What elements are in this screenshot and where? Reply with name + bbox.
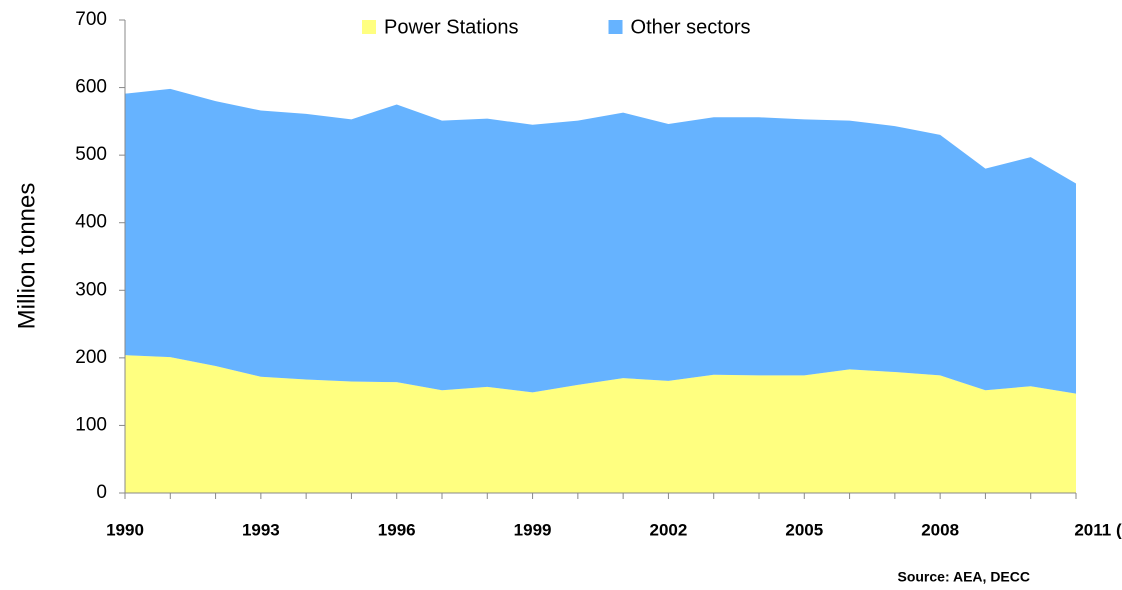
legend-swatch — [608, 20, 623, 34]
y-axis-label: Million tonnes — [13, 183, 40, 330]
y-tick-label: 500 — [75, 144, 107, 165]
x-tick-label: 2011 (p) — [1074, 520, 1122, 539]
y-tick-label: 300 — [75, 279, 107, 300]
x-tick-label: 1999 — [514, 520, 552, 539]
y-tick-label: 700 — [75, 9, 107, 30]
legend-label: Other sectors — [631, 16, 751, 38]
area — [125, 88, 1076, 394]
x-tick-label: 2005 — [785, 520, 823, 539]
x-tick-label: 2002 — [650, 520, 688, 539]
legend-swatch — [362, 20, 376, 34]
x-tick-label: 1993 — [242, 520, 280, 539]
x-tick-label: 2008 — [921, 520, 959, 539]
y-tick-label: 100 — [75, 414, 107, 435]
y-tick-label: 0 — [96, 482, 107, 503]
x-tick-label: 1996 — [378, 520, 416, 539]
y-tick-label: 200 — [75, 347, 107, 368]
legend-label: Power Stations — [384, 16, 519, 38]
source-note: Source: AEA, DECC — [897, 569, 1030, 585]
y-tick-label: 400 — [75, 212, 107, 233]
area — [125, 355, 1076, 493]
y-tick-label: 600 — [75, 77, 107, 98]
x-tick-label: 1990 — [106, 520, 144, 539]
